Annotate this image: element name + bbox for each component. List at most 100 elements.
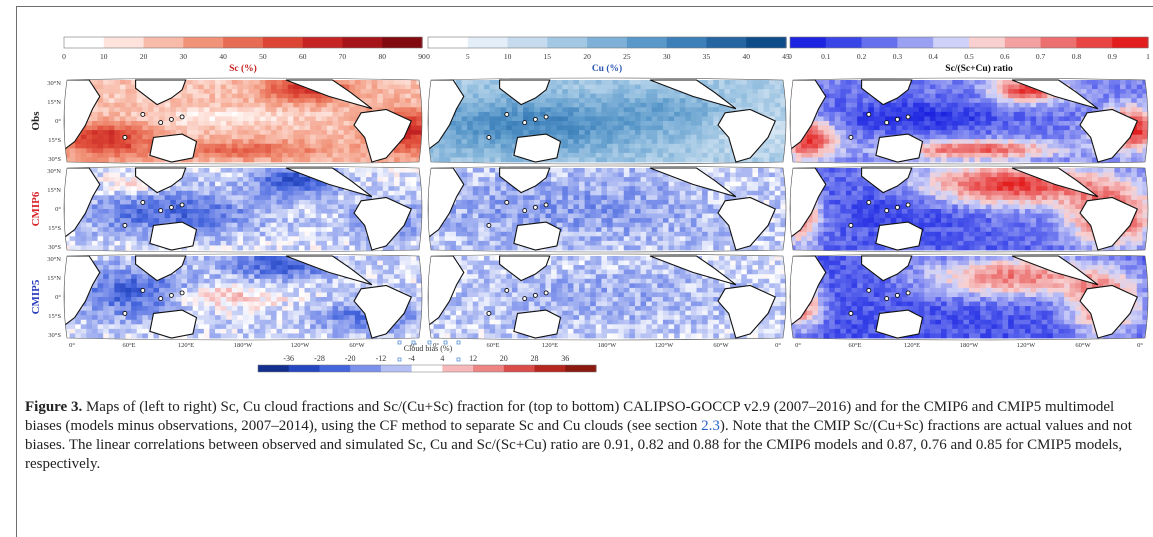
map-cell xyxy=(812,130,819,136)
map-cell xyxy=(996,125,1003,131)
map-cell xyxy=(506,102,513,108)
map-cell xyxy=(103,80,110,85)
map-cell xyxy=(1024,130,1031,136)
map-cell xyxy=(119,80,126,85)
map-cell xyxy=(119,102,126,108)
map-cell xyxy=(103,111,110,117)
map-cell xyxy=(226,177,233,183)
map-cell xyxy=(1069,84,1076,90)
map-cell xyxy=(215,172,222,178)
map-cell xyxy=(1103,93,1110,99)
map-cell xyxy=(159,190,166,196)
map-cell xyxy=(394,98,401,104)
map-cell xyxy=(646,84,653,90)
map-cell xyxy=(707,125,714,131)
map-cell xyxy=(310,186,317,192)
map-cell xyxy=(1125,139,1132,145)
map-cell xyxy=(192,98,199,104)
map-cell xyxy=(243,125,249,131)
map-cell xyxy=(857,152,864,158)
map-cell xyxy=(1013,139,1020,145)
map-cell xyxy=(774,177,781,183)
map-cell xyxy=(763,148,770,154)
map-cell xyxy=(674,157,681,163)
map-cell xyxy=(963,107,970,113)
map-cell xyxy=(1086,89,1093,95)
map-cell xyxy=(91,116,98,122)
map-cell xyxy=(1064,139,1071,145)
map-cell xyxy=(941,139,948,145)
map-cell xyxy=(489,125,496,131)
map-cell xyxy=(405,204,412,210)
map-cell xyxy=(265,102,272,108)
map-cell xyxy=(1019,93,1026,99)
map-cell xyxy=(187,190,194,196)
map-cell xyxy=(752,172,759,178)
map-cell xyxy=(192,218,199,224)
map-cell xyxy=(1013,130,1020,136)
map-cell xyxy=(366,245,373,251)
map-cell xyxy=(929,93,936,99)
map-cell xyxy=(1041,125,1048,131)
map-cell xyxy=(980,93,987,99)
map-cell xyxy=(1075,80,1082,85)
map-cell xyxy=(394,80,401,85)
map-cell xyxy=(310,227,317,233)
map-cell xyxy=(702,125,709,131)
map-cell xyxy=(209,148,216,154)
map-cell xyxy=(868,130,875,136)
map-cell xyxy=(1125,93,1132,99)
map-cell xyxy=(941,130,948,136)
land-outline xyxy=(64,167,101,239)
map-cell xyxy=(444,134,451,140)
map-cell xyxy=(612,139,619,145)
map-cell xyxy=(343,130,350,136)
map-cell xyxy=(862,157,869,163)
map-cell xyxy=(845,125,852,131)
map-cell xyxy=(506,143,513,149)
map-cell xyxy=(209,125,216,131)
map-cell xyxy=(405,130,412,136)
map-cell xyxy=(282,139,289,145)
map-cell xyxy=(1030,116,1037,122)
map-cell xyxy=(86,245,93,251)
map-cell xyxy=(629,121,636,126)
map-cell xyxy=(270,218,277,224)
map-cell xyxy=(1086,143,1093,149)
map-cell xyxy=(556,125,563,131)
map-cell xyxy=(97,236,104,242)
map-cell xyxy=(377,177,384,183)
map-cell xyxy=(108,181,115,187)
map-cell xyxy=(730,157,737,163)
map-cell xyxy=(1080,134,1087,140)
colorbar-swatch xyxy=(1076,37,1113,48)
map-cell xyxy=(349,168,356,173)
map-cell xyxy=(203,130,210,136)
map-cell xyxy=(170,121,177,126)
map-cell xyxy=(612,148,619,154)
map-cell xyxy=(579,139,586,145)
map-cell xyxy=(506,116,513,122)
map-cell xyxy=(1136,134,1143,140)
map-cell xyxy=(366,177,373,183)
map-cell xyxy=(674,134,681,140)
colorbar-tick-label: 70 xyxy=(339,52,347,61)
map-cell xyxy=(343,209,350,214)
map-cell xyxy=(974,139,981,145)
map-cell xyxy=(590,121,597,126)
map-cell xyxy=(248,204,255,210)
map-cell xyxy=(495,80,502,85)
map-cell xyxy=(254,195,261,201)
map-cell xyxy=(834,125,841,131)
map-cell xyxy=(730,168,737,173)
map-cell xyxy=(1024,102,1031,108)
map-cell xyxy=(556,152,563,158)
map-cell xyxy=(399,93,406,99)
map-cell xyxy=(595,93,602,99)
map-cell xyxy=(1030,157,1037,163)
map-cell xyxy=(946,89,953,95)
map-cell xyxy=(735,168,742,173)
colorbar-tick-label: 0.7 xyxy=(1036,52,1046,61)
map-cell xyxy=(834,139,841,145)
map-cell xyxy=(237,116,244,122)
